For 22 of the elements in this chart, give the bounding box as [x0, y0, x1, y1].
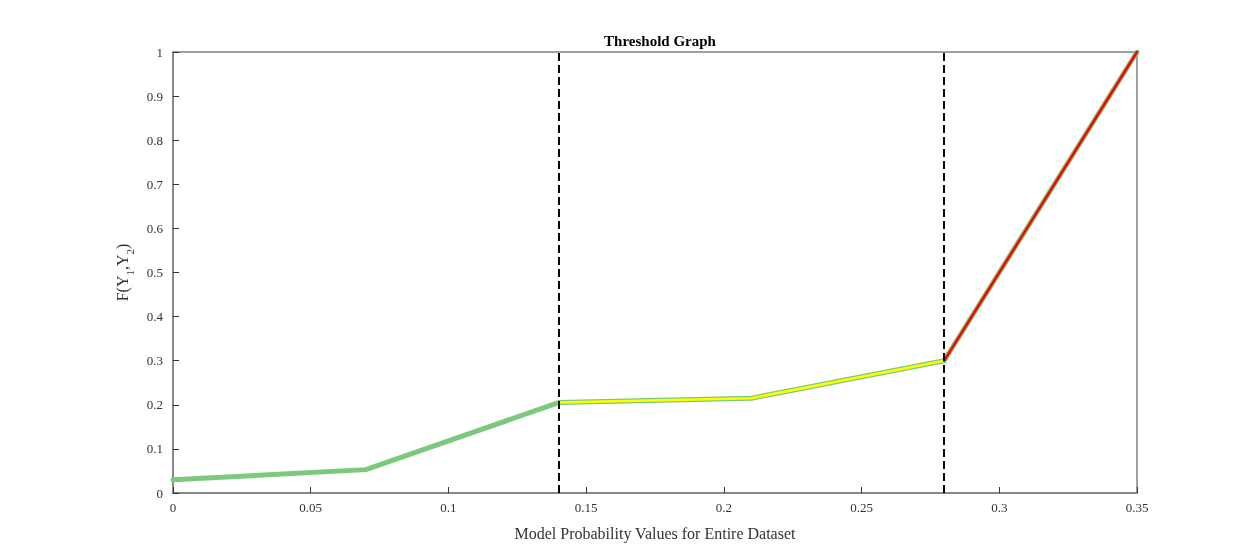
y-tick-label: 0.1	[146, 441, 163, 457]
chart-title: Threshold Graph	[604, 32, 717, 49]
y-tick-label: 0.3	[146, 353, 163, 369]
x-tick-label: 0.1	[440, 500, 457, 515]
x-axis-title: Model Probability Values for Entire Dataset	[514, 524, 797, 543]
x-tick-label: 0.05	[299, 500, 323, 515]
y-tick-label: 0.6	[146, 220, 164, 236]
x-tick-label: 0.15	[574, 500, 598, 515]
x-tick-label: 0.2	[715, 500, 732, 515]
y-tick-label: 0.5	[146, 265, 163, 280]
x-tick-label: 0.3	[991, 500, 1008, 515]
x-tick-label: 0	[169, 500, 177, 515]
y-tick-label: 1	[156, 44, 163, 60]
x-tick-label: 0.35	[1125, 500, 1149, 515]
y-tick-label: 0.2	[146, 397, 163, 413]
y-tick-label: 0.7	[146, 176, 164, 192]
y-axis-title: F(Y1,Y2)	[113, 243, 136, 302]
y-tick-label: 0	[156, 485, 163, 501]
y-tick-label: 0.4	[146, 309, 164, 325]
y-tick-label: 0.8	[146, 132, 163, 148]
x-tick-label: 0.25	[850, 500, 873, 515]
y-tick-label: 0.9	[146, 88, 163, 104]
